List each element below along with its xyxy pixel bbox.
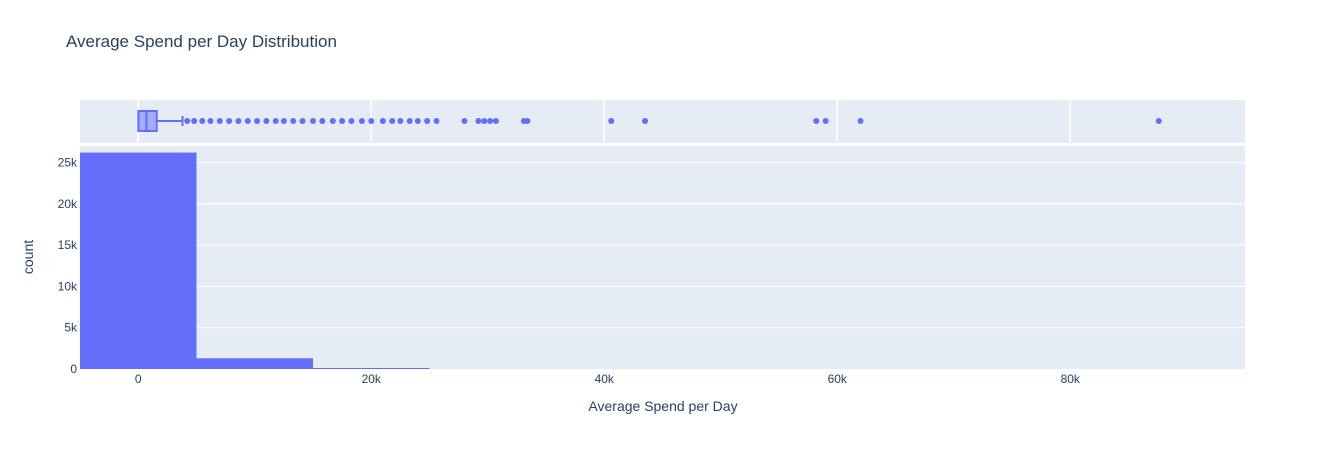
box-outlier-point xyxy=(414,118,421,124)
y-tick-label: 15k xyxy=(58,238,78,252)
box-outlier-point xyxy=(244,118,251,124)
y-tick-label: 25k xyxy=(58,156,78,170)
box-outlier-point xyxy=(191,118,198,124)
y-axis-title: count xyxy=(20,240,36,274)
box-panel xyxy=(80,100,1245,143)
x-tick-label: 60k xyxy=(828,372,848,386)
y-tick-label: 5k xyxy=(64,321,78,335)
box-outlier-point xyxy=(280,118,287,124)
box-outlier-point xyxy=(368,118,375,124)
box-outlier-point xyxy=(263,118,270,124)
box-outlier-point xyxy=(207,118,214,124)
box-outlier-point xyxy=(348,118,355,124)
x-tick-label: 40k xyxy=(595,372,615,386)
box-outlier-point xyxy=(397,118,404,124)
box-outlier-point xyxy=(184,118,191,124)
box-outlier-point xyxy=(481,118,488,124)
histogram-background xyxy=(80,146,1245,369)
x-axis-title: Average Spend per Day xyxy=(588,398,737,414)
box-outlier-point xyxy=(358,118,365,124)
box-outlier-point xyxy=(492,118,499,124)
box-outlier-point xyxy=(319,118,326,124)
histogram-bar xyxy=(80,152,197,369)
box-outlier-point xyxy=(608,118,615,124)
box-outlier-point xyxy=(379,118,386,124)
box-outlier-point xyxy=(424,118,431,124)
box-outlier-point xyxy=(216,118,223,124)
box-outlier-point xyxy=(299,118,306,124)
histogram-bar xyxy=(313,368,430,369)
box-outlier-point xyxy=(329,118,336,124)
box-iqr xyxy=(137,110,158,132)
box-outlier-point xyxy=(475,118,482,124)
y-tick-label: 0 xyxy=(70,362,77,376)
histogram-bar xyxy=(196,358,313,369)
box-outlier-point xyxy=(406,118,413,124)
box-outlier-point xyxy=(813,118,820,124)
box-outlier-point xyxy=(339,118,346,124)
box-outlier-point xyxy=(822,118,829,124)
box-outlier-point xyxy=(272,118,279,124)
x-tick-label: 80k xyxy=(1061,372,1081,386)
box-outlier-point xyxy=(461,118,468,124)
box-outlier-point xyxy=(199,118,206,124)
box-outlier-point xyxy=(524,118,531,124)
box-outlier-point xyxy=(235,118,242,124)
box-outlier-point xyxy=(857,118,864,124)
x-tick-label: 0 xyxy=(135,372,142,386)
box-outlier-point xyxy=(290,118,297,124)
y-tick-label: 20k xyxy=(58,197,78,211)
box-outlier-point xyxy=(226,118,233,124)
box-outlier-point xyxy=(389,118,396,124)
chart-title: Average Spend per Day Distribution xyxy=(66,32,337,51)
histogram-panel xyxy=(80,146,1245,369)
box-outlier-point xyxy=(310,118,316,124)
box-outlier-point xyxy=(1155,118,1162,124)
x-axis-ticks: 0 20k 40k 60k 80k xyxy=(135,372,1081,386)
box-outlier-point xyxy=(254,118,261,124)
box-outlier-point xyxy=(642,118,649,124)
y-tick-label: 10k xyxy=(58,279,78,293)
box-outlier-point xyxy=(487,118,494,124)
y-axis-ticks: 0 5k 10k 15k 20k 25k xyxy=(58,156,78,376)
x-tick-label: 20k xyxy=(362,372,382,386)
box-outlier-point xyxy=(433,118,440,124)
